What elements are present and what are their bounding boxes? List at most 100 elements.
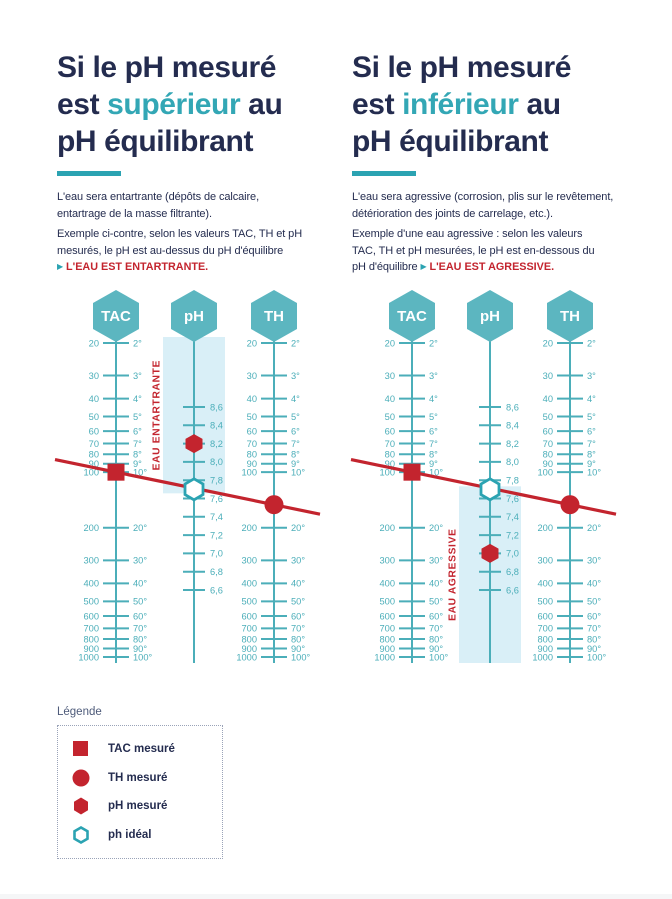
triangle-arrow-icon: ▶ [420, 262, 427, 271]
th-degree-label: 10° [291, 467, 305, 477]
ph-value-label: 8,2 [506, 439, 519, 449]
tac-degree-label: 4° [133, 394, 142, 404]
th-value-label: 90 [543, 459, 553, 469]
tac-measured-marker [403, 463, 421, 481]
th-value-label: 300 [537, 556, 553, 566]
th-value-label: 70 [543, 439, 553, 449]
ph-value-label: 8,6 [210, 402, 223, 412]
callout-entartrante: L'EAU EST ENTARTRANTE. [66, 261, 209, 273]
tac-badge [389, 290, 435, 342]
tac-value-label: 800 [379, 634, 395, 644]
ph-value-label: 8,4 [210, 421, 223, 431]
th-degree-label: 6° [291, 426, 300, 436]
tac-degree-label: 10° [133, 467, 147, 477]
tac-degree-label: 6° [429, 426, 438, 436]
tac-degree-label: 80° [429, 634, 443, 644]
th-value-label: 400 [241, 579, 257, 589]
th-degree-label: 3° [291, 371, 300, 381]
th-degree-label: 70° [291, 624, 305, 634]
th-value-label: 200 [241, 523, 257, 533]
ph-hexagon-icon [74, 797, 88, 815]
callout-agressive: L'EAU EST AGRESSIVE. [429, 261, 555, 273]
tac-value-label: 300 [83, 556, 99, 566]
tac-value-label: 600 [83, 611, 99, 621]
tac-value-label: 90 [385, 459, 395, 469]
tac-degree-label: 30° [429, 556, 443, 566]
tac-value-label: 40 [385, 394, 395, 404]
hexagon-outline-shape [73, 825, 89, 844]
tac-degree-label: 5° [133, 412, 142, 422]
th-degree-label: 6° [587, 426, 596, 436]
heading-line: est [352, 88, 403, 121]
th-badge [547, 290, 593, 342]
tac-square-icon [73, 741, 88, 757]
ph-value-label: 6,6 [506, 585, 519, 595]
ph-badge-label: pH [480, 308, 500, 325]
ph-value-label: 8,4 [506, 421, 519, 431]
tac-value-label: 20 [385, 338, 395, 348]
heading-accent: inférieur [402, 88, 519, 121]
ph-value-label: 6,6 [210, 585, 223, 595]
th-degree-label: 40° [291, 579, 305, 589]
th-degree-label: 8° [587, 450, 596, 460]
th-degree-label: 3° [587, 371, 596, 381]
tac-degree-label: 9° [429, 459, 438, 469]
th-degree-label: 100° [291, 652, 311, 662]
tac-value-label: 70 [385, 439, 395, 449]
example-paragraph-left: Exemple ci-contre, selon les valeurs TAC… [57, 226, 357, 276]
tac-value-label: 90 [89, 459, 99, 469]
th-value-label: 900 [241, 644, 257, 654]
tac-value-label: 200 [83, 523, 99, 533]
th-degree-label: 30° [587, 556, 601, 566]
tac-value-label: 80 [89, 450, 99, 460]
th-value-label: 60 [247, 426, 257, 436]
tac-degree-label: 90° [429, 644, 443, 654]
th-value-label: 500 [241, 597, 257, 607]
tac-value-label: 900 [83, 644, 99, 654]
ph-ideal-marker [479, 477, 501, 502]
th-value-label: 600 [241, 611, 257, 621]
th-value-label: 40 [543, 394, 553, 404]
th-value-label: 700 [537, 624, 553, 634]
tac-degree-label: 3° [133, 371, 142, 381]
th-value-label: 70 [247, 439, 257, 449]
th-degree-label: 90° [587, 644, 601, 654]
tac-degree-label: 3° [429, 371, 438, 381]
tac-badge-label: TAC [101, 308, 131, 325]
th-degree-label: 2° [587, 338, 596, 348]
tac-value-label: 800 [83, 634, 99, 644]
tac-degree-label: 20° [429, 523, 443, 533]
tac-degree-label: 40° [133, 579, 147, 589]
tac-value-label: 900 [379, 644, 395, 654]
ph-measured-marker [481, 543, 499, 563]
tac-degree-label: 40° [429, 579, 443, 589]
heading-underline-left [57, 171, 121, 176]
tac-value-label: 700 [379, 624, 395, 634]
th-badge [251, 290, 297, 342]
th-value-label: 100 [537, 467, 553, 477]
tac-value-label: 1000 [374, 652, 395, 662]
th-value-label: 300 [241, 556, 257, 566]
tac-degree-label: 100° [429, 652, 449, 662]
ph-value-label: 7,6 [506, 494, 519, 504]
heading-line: Si le pH mesuré [57, 51, 277, 84]
th-degree-label: 50° [587, 597, 601, 607]
heading-line: pH équilibrant [352, 125, 549, 158]
ph-badge-label: pH [184, 308, 204, 325]
tac-degree-label: 50° [133, 597, 147, 607]
th-value-label: 1000 [532, 652, 553, 662]
th-value-label: 60 [543, 426, 553, 436]
tac-degree-label: 20° [133, 523, 147, 533]
th-value-label: 600 [537, 611, 553, 621]
tac-value-label: 50 [385, 412, 395, 422]
th-value-label: 90 [247, 459, 257, 469]
legend-item-tac: TAC mesuré [58, 738, 222, 760]
tac-value-label: 700 [83, 624, 99, 634]
heading-line: Si le pH mesuré [352, 51, 572, 84]
ph-value-label: 8,0 [506, 457, 519, 467]
th-badge-label: TH [264, 308, 284, 325]
tac-degree-label: 70° [429, 624, 443, 634]
th-degree-label: 4° [291, 394, 300, 404]
page-title-left: Si le pH mesuré est supérieur au pH équili… [57, 49, 347, 160]
th-value-label: 800 [241, 634, 257, 644]
